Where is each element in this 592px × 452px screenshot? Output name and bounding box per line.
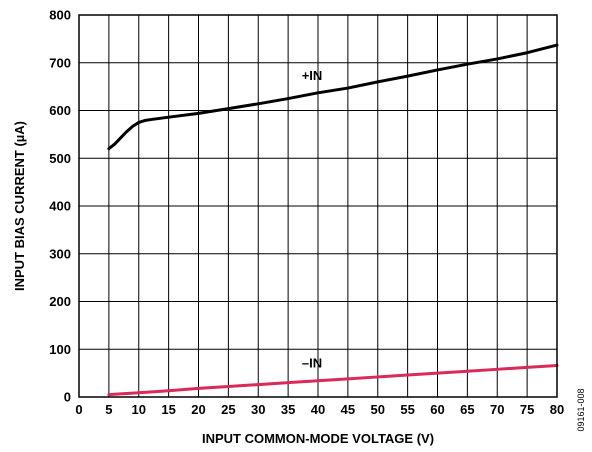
figure-id: 09161-008: [576, 388, 586, 431]
plot-frame: [78, 14, 558, 398]
tick-labels: 0 5 10 15 20 25 30 35 40 45 50 55 60 65 70 75 8001002003…: [49, 8, 564, 418]
series-label-plus-in: +IN: [302, 68, 323, 83]
x-tick-label: 30: [251, 402, 265, 417]
series-layer: [107, 43, 559, 397]
series-labels: +IN –IN: [302, 68, 323, 370]
x-tick-label: 25: [221, 402, 235, 417]
x-tick-label: 35: [281, 402, 295, 417]
y-tick-label: 400: [49, 199, 71, 214]
x-tick-label: 65: [460, 402, 474, 417]
x-tick-label: 10: [132, 402, 146, 417]
x-axis-title: INPUT COMMON-MODE VOLTAGE (V): [202, 431, 434, 446]
y-tick-label: 200: [49, 294, 71, 309]
series-label-minus-in: –IN: [302, 355, 322, 370]
y-tick-label: 800: [49, 8, 71, 23]
x-tick-label: 50: [371, 402, 385, 417]
x-tick-label: 20: [191, 402, 205, 417]
x-tick-label: 40: [311, 402, 325, 417]
y-tick-label: 600: [49, 103, 71, 118]
x-tick-label: 70: [490, 402, 504, 417]
x-tick-label: 60: [430, 402, 444, 417]
y-tick-label: 300: [49, 246, 71, 261]
y-tick-label: 500: [49, 151, 71, 166]
y-axis-title: INPUT BIAS CURRENT (µA): [12, 121, 27, 291]
x-tick-label: 80: [550, 402, 564, 417]
x-tick-label: 5: [105, 402, 112, 417]
x-tick-label: 45: [341, 402, 355, 417]
series-line-plus-in: [107, 43, 559, 151]
x-tick-label: 55: [400, 402, 414, 417]
y-tick-label: 100: [49, 342, 71, 357]
x-tick-label: 15: [161, 402, 175, 417]
y-tick-label: 700: [49, 55, 71, 70]
x-tick-label: 75: [520, 402, 534, 417]
series-line-minus-in: [107, 363, 559, 397]
y-tick-label: 0: [64, 390, 71, 405]
x-tick-label: 0: [75, 402, 82, 417]
